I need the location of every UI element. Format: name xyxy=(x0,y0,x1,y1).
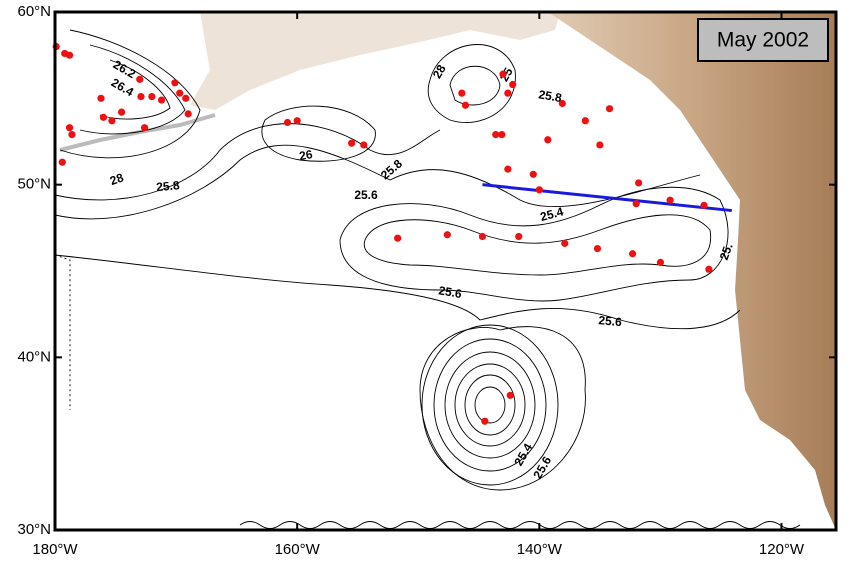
basemap xyxy=(55,12,836,530)
x-tick-label: 140°W xyxy=(517,541,563,558)
station xyxy=(157,96,166,104)
station xyxy=(99,113,108,121)
station xyxy=(632,200,640,208)
station xyxy=(499,70,507,78)
title-box xyxy=(697,18,829,62)
station xyxy=(360,141,368,149)
station xyxy=(605,105,614,113)
contour-label: 25.8 xyxy=(378,156,405,182)
station xyxy=(283,118,292,127)
station xyxy=(498,130,506,139)
contour-label: 28 xyxy=(430,62,449,81)
y-tick-label: 40°N xyxy=(17,348,51,365)
station xyxy=(515,232,523,241)
station xyxy=(481,417,489,425)
station xyxy=(529,170,537,178)
station xyxy=(504,89,512,97)
station xyxy=(293,117,301,125)
station xyxy=(176,89,184,97)
y-tick-label: 60°N xyxy=(17,3,51,20)
contour-label: 25.6 xyxy=(530,454,554,482)
station xyxy=(171,79,179,87)
station xyxy=(348,139,356,147)
station xyxy=(148,93,156,101)
station xyxy=(596,141,604,149)
station xyxy=(137,93,145,101)
station xyxy=(492,130,500,139)
station xyxy=(558,99,566,108)
map-frame xyxy=(53,10,838,532)
station xyxy=(478,232,487,241)
station xyxy=(509,80,517,89)
station xyxy=(58,158,66,166)
station xyxy=(117,108,126,116)
station xyxy=(394,234,402,242)
station xyxy=(700,201,708,209)
station xyxy=(65,51,74,59)
station xyxy=(635,179,643,187)
map-title: May 2002 xyxy=(717,29,809,52)
data-layer: 180°W 160°W 140°W 120°W30°N40°N50°N60°N26.2… xyxy=(17,3,836,558)
contour-label: 25.8 xyxy=(537,87,563,105)
x-tick-label: 160°W xyxy=(275,541,321,558)
station xyxy=(506,391,514,399)
contour-label: 25.6 xyxy=(437,283,463,301)
station xyxy=(68,130,76,139)
alaska-land xyxy=(190,12,560,110)
station xyxy=(461,101,470,109)
station xyxy=(593,244,602,253)
station xyxy=(458,89,466,97)
station xyxy=(561,239,569,247)
station xyxy=(97,94,105,102)
contour-label: 25.4 xyxy=(539,204,565,224)
north-america-land xyxy=(548,12,836,530)
station xyxy=(443,231,451,239)
station xyxy=(581,117,589,125)
x-tick-label: 180°W xyxy=(32,541,78,558)
station xyxy=(504,165,512,173)
contour-label: 25. xyxy=(717,241,736,261)
station xyxy=(136,75,144,83)
contour-label: 25.6 xyxy=(354,188,378,202)
station xyxy=(535,186,543,194)
station xyxy=(705,265,713,273)
station xyxy=(65,124,74,132)
station xyxy=(628,250,637,258)
station xyxy=(182,94,190,102)
contour-label: 25.8 xyxy=(156,178,181,194)
contour-label: 25.6 xyxy=(598,313,623,329)
station xyxy=(544,136,552,144)
y-tick-label: 30°N xyxy=(17,521,51,538)
station xyxy=(656,258,665,266)
x-tick-label: 120°W xyxy=(759,541,805,558)
y-tick-label: 50°N xyxy=(17,176,51,193)
station xyxy=(184,110,192,118)
station xyxy=(666,196,674,204)
aleutians xyxy=(59,113,216,152)
station xyxy=(108,117,116,125)
section-line xyxy=(482,183,733,213)
station xyxy=(141,124,149,132)
contour-label: 25.4 xyxy=(511,441,535,469)
contours xyxy=(55,29,801,529)
contour-label: 26 xyxy=(298,147,314,163)
contour-label: 28 xyxy=(108,170,126,188)
